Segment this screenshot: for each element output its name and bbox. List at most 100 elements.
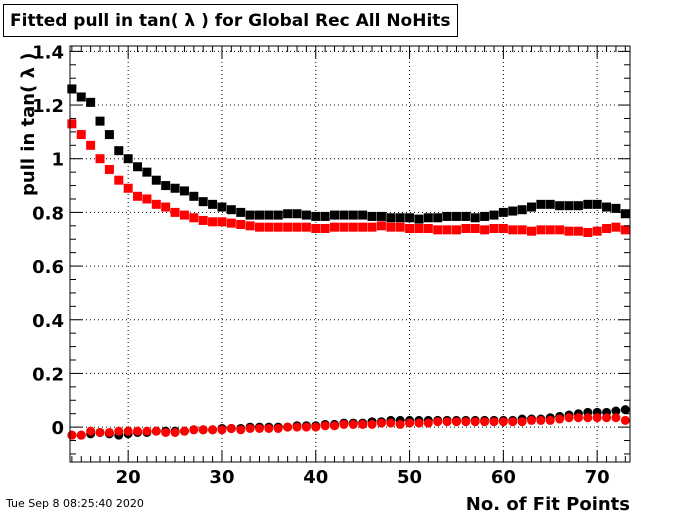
data-point-square [395, 222, 405, 232]
data-point-square [226, 205, 236, 215]
y-tick-label: 0.8 [32, 203, 64, 224]
data-point-square [470, 224, 480, 234]
data-point-circle [470, 417, 480, 427]
data-point-circle [348, 419, 358, 429]
axis-ticks [70, 46, 630, 462]
data-point-square [301, 210, 311, 220]
data-point-square [461, 224, 471, 234]
data-point-square [405, 213, 415, 223]
data-point-circle [133, 426, 143, 436]
data-point-square [358, 210, 368, 220]
data-point-square [573, 201, 583, 211]
data-point-square [517, 225, 527, 235]
data-point-square [320, 224, 330, 234]
data-point-square [414, 224, 424, 234]
data-point-circle [386, 418, 396, 428]
data-point-circle [498, 417, 508, 427]
data-point-circle [283, 422, 293, 432]
data-point-circle [311, 422, 321, 432]
chart-title-box: Fitted pull in tan( λ ) for Global Rec A… [3, 4, 458, 37]
data-point-square [433, 225, 443, 235]
data-point-square [517, 205, 527, 215]
data-point-square [283, 222, 293, 232]
data-point-square [433, 213, 443, 223]
data-point-square [151, 175, 161, 185]
data-point-square [311, 224, 321, 234]
data-point-circle [189, 425, 199, 435]
data-point-square [461, 211, 471, 221]
x-tick-label: 60 [491, 467, 516, 488]
data-point-square [142, 167, 152, 177]
data-point-circle [489, 417, 499, 427]
data-point-circle [545, 415, 555, 425]
data-point-square [367, 222, 377, 232]
data-point-square [583, 228, 593, 238]
data-point-square [451, 211, 461, 221]
data-point-circle [226, 423, 236, 433]
data-point-square [95, 116, 105, 126]
data-point-square [367, 211, 377, 221]
data-point-square [67, 84, 77, 94]
data-point-square [245, 210, 255, 220]
data-point-square [245, 221, 255, 231]
data-point-square [611, 222, 621, 232]
y-tick-label: 0.2 [32, 364, 64, 385]
data-point-square [611, 203, 621, 213]
data-point-square [527, 202, 537, 212]
data-point-circle [273, 423, 283, 433]
data-point-square [564, 226, 574, 236]
data-point-circle [217, 425, 227, 435]
data-point-square [376, 221, 386, 231]
data-point-square [114, 175, 124, 185]
tick-labels: 20 30 40 50 60 70 0 0.2 0.4 0.6 0.8 1 1.2 1.4 [32, 42, 610, 488]
data-point-square [301, 222, 311, 232]
data-point-circle [611, 413, 621, 423]
data-point-circle [433, 417, 443, 427]
data-point-circle [367, 419, 377, 429]
timestamp: Tue Sep 8 08:25:40 2020 [6, 497, 144, 510]
data-point-circle [536, 415, 546, 425]
data-point-square [508, 225, 518, 235]
data-point-square [414, 214, 424, 224]
data-point-square [386, 213, 396, 223]
data-point-circle [527, 415, 537, 425]
data-point-square [573, 226, 583, 236]
data-point-square [236, 207, 246, 217]
data-point-circle [620, 405, 630, 415]
data-point-square [320, 211, 330, 221]
data-point-square [208, 199, 218, 209]
data-point-square [133, 162, 143, 172]
data-point-circle [161, 427, 171, 437]
data-point-square [311, 211, 321, 221]
data-point-square [264, 210, 274, 220]
data-point-square [330, 222, 340, 232]
data-point-square [555, 225, 565, 235]
y-tick-label: 1.4 [32, 42, 64, 63]
data-point-square [86, 97, 96, 107]
data-point-square [292, 209, 302, 219]
data-point-square [95, 154, 105, 164]
data-point-circle [208, 425, 218, 435]
y-tick-label: 1.2 [32, 96, 64, 117]
data-point-square [386, 222, 396, 232]
data-point-square [442, 211, 452, 221]
data-point-square [583, 199, 593, 209]
y-tick-label: 0.6 [32, 257, 64, 278]
data-point-square [536, 225, 546, 235]
data-point-circle [320, 421, 330, 431]
data-point-square [170, 207, 180, 217]
data-point-square [358, 222, 368, 232]
data-point-circle [236, 425, 246, 435]
data-point-circle [414, 418, 424, 428]
data-point-circle [245, 423, 255, 433]
data-point-circle [301, 422, 311, 432]
data-point-circle [330, 421, 340, 431]
data-point-circle [592, 413, 602, 423]
data-point-circle [583, 413, 593, 423]
data-point-circle [358, 419, 368, 429]
data-point-circle [517, 417, 527, 427]
data-point-square [536, 199, 546, 209]
data-point-circle [114, 426, 124, 436]
data-point-square [170, 183, 180, 193]
data-point-square [489, 224, 499, 234]
